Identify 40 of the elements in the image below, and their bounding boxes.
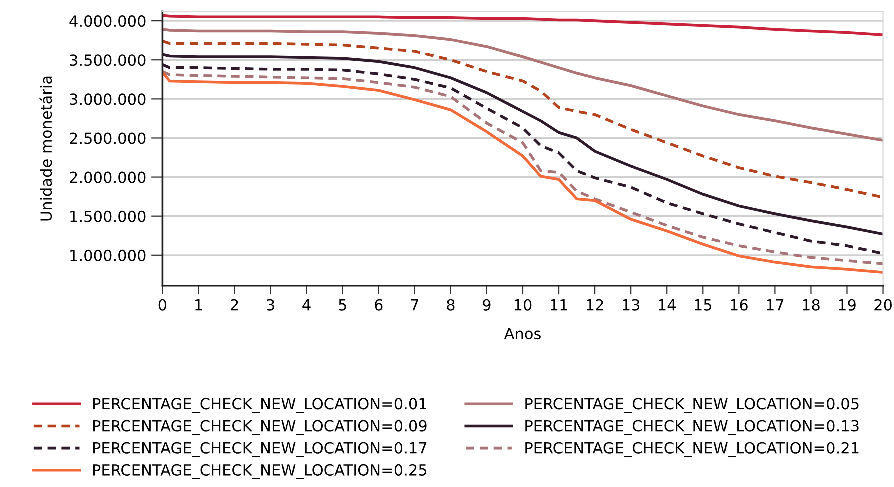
y-tick-label: 2.500.000 — [70, 132, 146, 144]
x-tick-label: 6 — [375, 299, 383, 311]
x-tick-label: 2 — [231, 299, 238, 311]
y-tick-label: 2.000.000 — [70, 172, 146, 184]
y-tick-label: 4.000.000 — [70, 16, 146, 28]
y-tick-label: 1.000.000 — [70, 250, 146, 262]
x-tick-label: 16 — [731, 299, 748, 311]
line-series — [162, 14, 884, 37]
x-tick-label: 0 — [158, 299, 167, 311]
x-tick-label: 14 — [659, 300, 676, 311]
x-tick-label: 3 — [267, 299, 274, 311]
x-tick-label: 4 — [302, 300, 311, 311]
x-tick-label: 11 — [550, 300, 568, 311]
x-tick-label: 20 — [874, 299, 892, 311]
y-tick-label: 3.000.000 — [70, 94, 146, 106]
line-series — [162, 40, 884, 199]
x-tick-label: 18 — [803, 299, 820, 311]
x-tick-label: 12 — [587, 299, 604, 311]
legend-label: PERCENTAGE_CHECK_NEW_LOCATION=0.05 — [526, 398, 859, 414]
legend-label: PERCENTAGE_CHECK_NEW_LOCATION=0.13 — [526, 420, 859, 436]
x-tick-label: 5 — [339, 300, 346, 311]
x-tick-label: 13 — [623, 299, 640, 311]
x-tick-label: 9 — [483, 299, 491, 311]
x-tick-label: 7 — [411, 300, 418, 311]
x-tick-label: 19 — [839, 299, 856, 311]
legend-label: PERCENTAGE_CHECK_NEW_LOCATION=0.09 — [93, 420, 427, 436]
y-tick-label: 1.500.000 — [70, 210, 146, 222]
x-axis-title: Anos — [504, 328, 541, 340]
legend-label: PERCENTAGE_CHECK_NEW_LOCATION=0.01 — [93, 398, 426, 414]
legend-label: PERCENTAGE_CHECK_NEW_LOCATION=0.21 — [526, 442, 859, 458]
legend-label: PERCENTAGE_CHECK_NEW_LOCATION=0.17 — [93, 442, 427, 458]
line-series — [162, 28, 884, 142]
x-tick-label: 10 — [514, 299, 532, 311]
y-tick-label: 3.500.000 — [70, 54, 146, 66]
x-tick-label: 1 — [196, 300, 202, 311]
x-tick-label: 15 — [695, 300, 712, 311]
x-tick-label: 17 — [767, 300, 784, 311]
x-tick-label: 8 — [447, 299, 455, 311]
y-axis-title: Unidade monetária — [40, 76, 52, 221]
legend-label: PERCENTAGE_CHECK_NEW_LOCATION=0.25 — [93, 464, 427, 480]
